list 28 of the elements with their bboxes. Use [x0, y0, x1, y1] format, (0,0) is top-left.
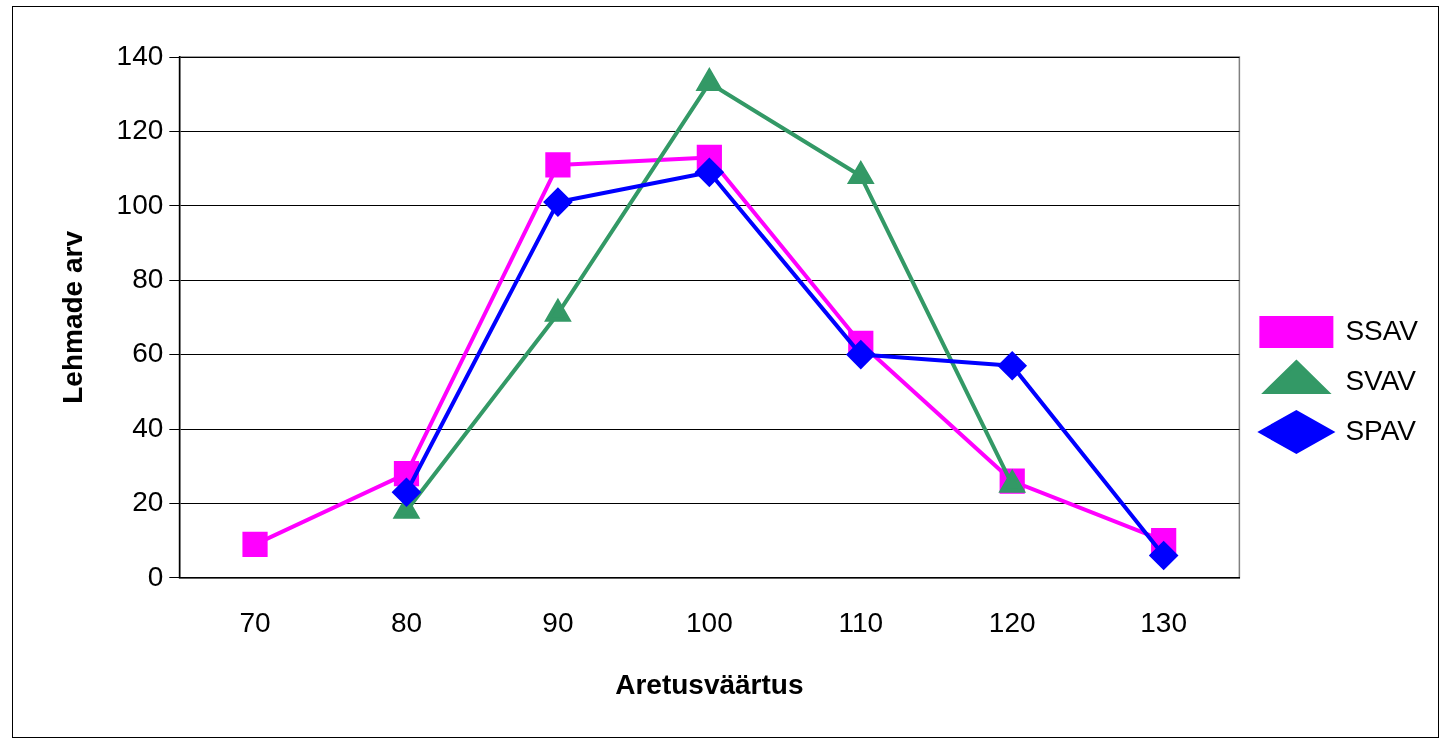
legend-label: SPAV	[1345, 414, 1417, 446]
y-tick-label: 80	[132, 262, 164, 294]
y-tick-label: 60	[132, 337, 164, 369]
y-axis-title: Lehmade arv	[56, 230, 88, 404]
y-tick-label: 20	[132, 486, 164, 518]
x-tick-label: 110	[838, 607, 884, 639]
x-axis-title: Aretusväärtus	[615, 668, 804, 700]
y-tick-label: 140	[116, 39, 164, 71]
point	[695, 158, 724, 187]
point	[846, 340, 875, 369]
point	[998, 351, 1027, 380]
y-tick-label: 40	[132, 411, 164, 443]
legend-label: SSAV	[1345, 314, 1419, 346]
y-tick-label: 0	[147, 560, 164, 592]
x-tick-label: 100	[685, 607, 733, 639]
y-tick-label: 120	[116, 114, 164, 146]
y-tick-label: 100	[116, 188, 164, 220]
point	[242, 531, 268, 557]
x-tick-label: 70	[239, 607, 271, 639]
x-tick-label: 80	[390, 607, 423, 639]
x-tick-label: 90	[542, 607, 574, 639]
point	[1149, 541, 1178, 570]
x-tick-label: 130	[1140, 607, 1188, 639]
point	[545, 152, 571, 178]
point	[543, 188, 572, 217]
x-tick-label: 120	[988, 607, 1036, 639]
point	[392, 478, 421, 507]
legend-label: SVAV	[1345, 364, 1417, 396]
